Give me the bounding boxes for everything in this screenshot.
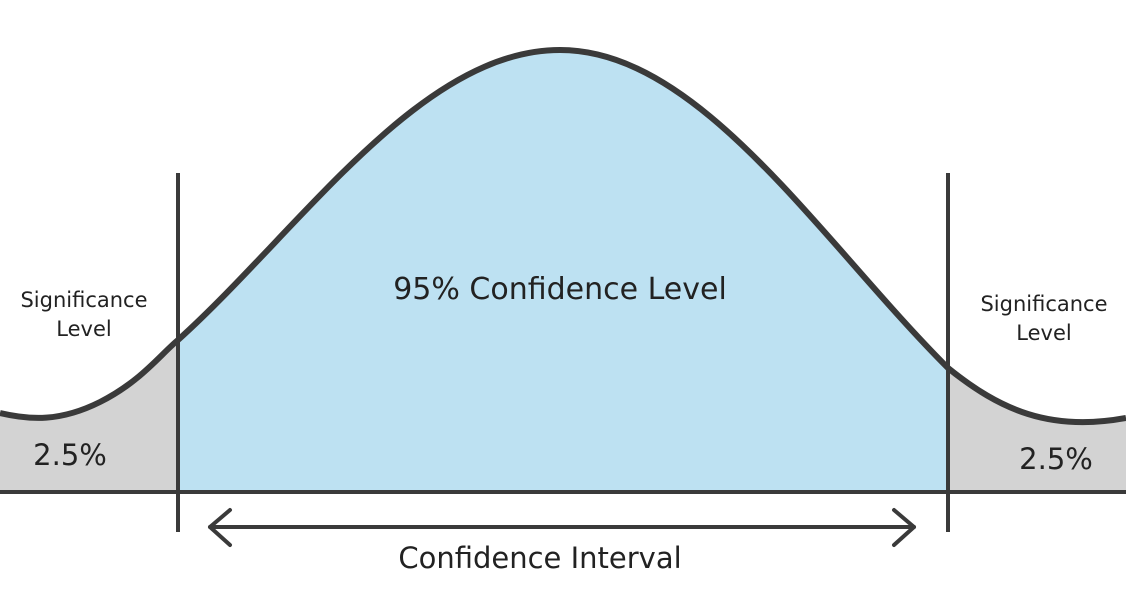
right-label-line2: Level [1016, 321, 1072, 345]
normal-curve [0, 46, 1126, 426]
confidence-area [178, 50, 948, 492]
left-label-line2: Level [56, 317, 112, 341]
interval-arrow [208, 508, 916, 547]
left-label-line1: Significance [20, 288, 148, 312]
left-significance-label: Significance Level [0, 286, 168, 344]
right-tail-percent: 2.5% [1019, 442, 1093, 476]
left-tail-percent: 2.5% [33, 438, 107, 472]
right-significance-label: Significance Level [960, 290, 1126, 348]
center-label: 95% Confidence Level [393, 272, 727, 307]
interval-label: Confidence Interval [398, 541, 682, 575]
right-label-line1: Significance [980, 292, 1108, 316]
